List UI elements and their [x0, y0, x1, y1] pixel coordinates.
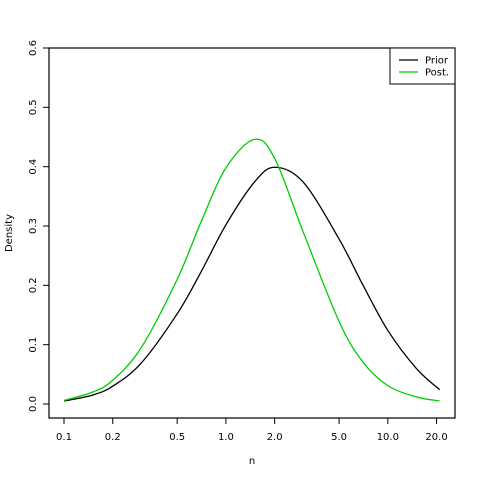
series-line-post	[63, 138, 440, 402]
y-tick-label: 0.2	[28, 277, 39, 293]
y-tick-label: 0.1	[28, 337, 39, 353]
x-tick-label: 5.0	[331, 432, 347, 443]
plot-frame	[48, 47, 456, 419]
x-axis-title: n	[249, 456, 255, 467]
legend-label: Prior	[425, 56, 449, 67]
x-tick-label: 0.5	[169, 432, 185, 443]
series-layer	[63, 138, 441, 402]
y-tick-label: 0.0	[28, 396, 39, 412]
legend-box	[389, 47, 456, 85]
legend-label: Post.	[425, 68, 449, 79]
y-tick-label: 0.6	[28, 40, 39, 56]
series-line-prior	[63, 166, 441, 402]
x-tick-label: 20.0	[425, 432, 447, 443]
x-tick-label: 10.0	[377, 432, 399, 443]
y-tick-label: 0.3	[28, 218, 39, 234]
y-tick-label: 0.4	[28, 159, 39, 175]
x-tick-label: 2.0	[267, 432, 283, 443]
x-tick-label: 1.0	[218, 432, 234, 443]
y-tick-label: 0.5	[28, 99, 39, 115]
x-tick-label: 0.1	[56, 432, 72, 443]
y-axis-title: Density	[4, 214, 15, 252]
x-tick-label: 0.2	[105, 432, 121, 443]
